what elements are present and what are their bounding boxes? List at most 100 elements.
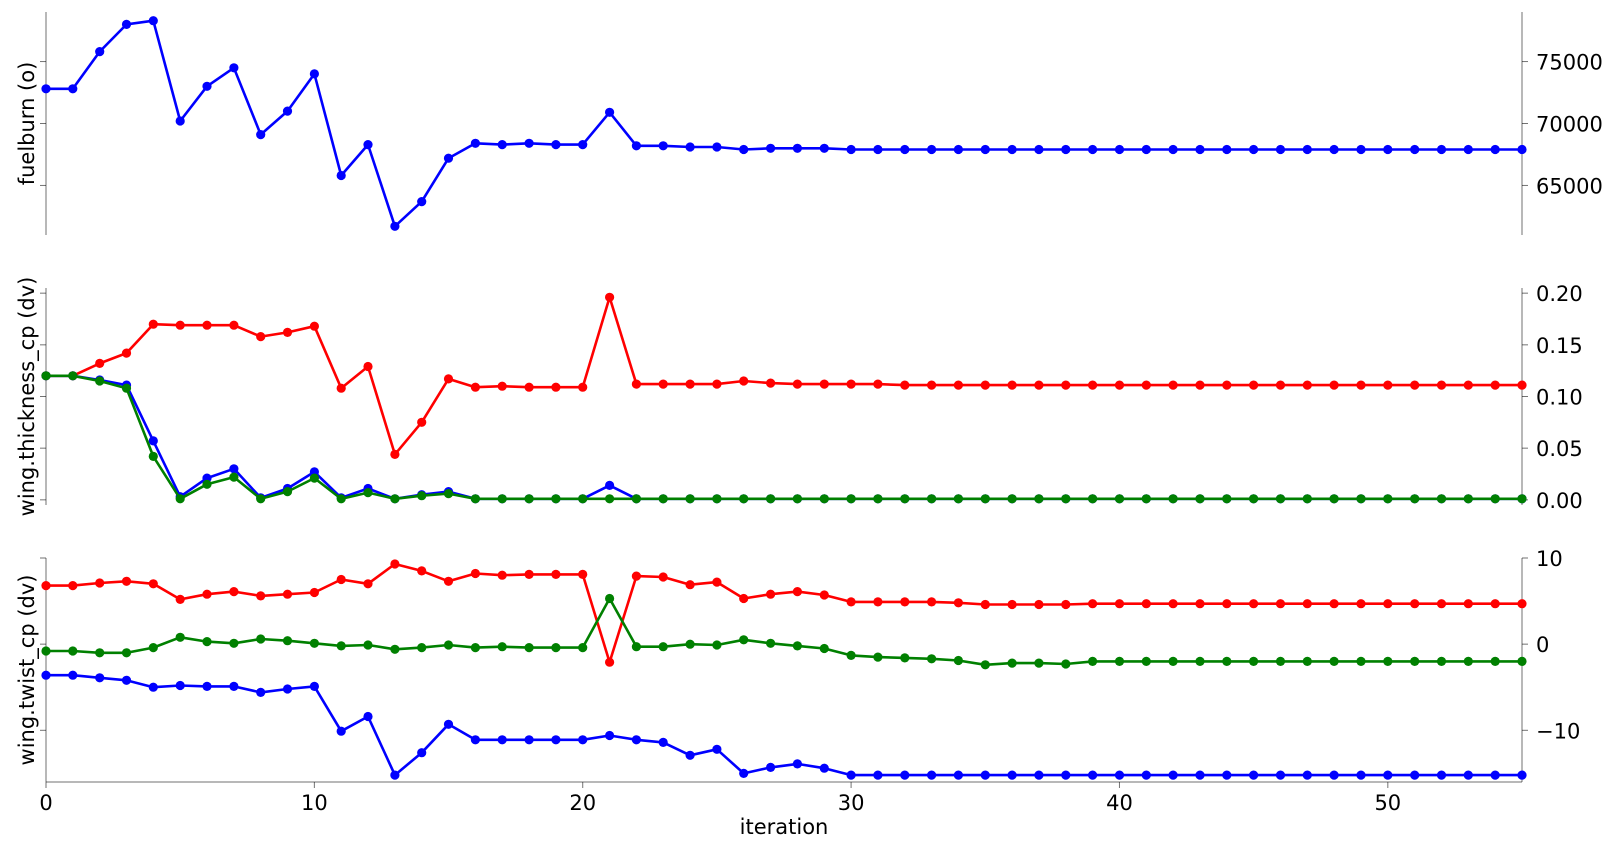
data-point: [1061, 659, 1071, 669]
data-point: [900, 380, 910, 390]
y-tick-label: 10: [1536, 547, 1563, 571]
data-point: [1356, 380, 1366, 390]
data-point: [1490, 770, 1500, 780]
data-point: [819, 763, 829, 773]
data-point: [1410, 144, 1420, 155]
data-point: [1410, 599, 1420, 609]
data-point: [846, 650, 856, 661]
data-point: [927, 654, 937, 664]
data-point: [390, 449, 400, 459]
data-point: [202, 320, 212, 330]
data-point: [1061, 599, 1071, 610]
data-point: [658, 141, 668, 151]
data-point: [685, 494, 695, 504]
data-point: [1463, 144, 1473, 155]
data-point: [1490, 656, 1500, 667]
data-point: [1383, 144, 1393, 155]
data-point: [121, 19, 132, 29]
data-point: [336, 641, 346, 651]
data-point: [1007, 380, 1017, 390]
series-2: [41, 593, 1527, 670]
data-point: [229, 63, 239, 73]
data-point: [1141, 380, 1151, 390]
data-point: [524, 643, 534, 653]
data-point: [1195, 656, 1205, 667]
data-point: [470, 643, 480, 653]
data-point: [1249, 599, 1259, 609]
data-point: [1007, 599, 1017, 610]
data-point: [578, 643, 588, 653]
data-point: [739, 768, 749, 779]
data-point: [363, 640, 373, 650]
data-point: [846, 494, 856, 504]
data-point: [1517, 380, 1527, 390]
data-point: [792, 641, 803, 651]
data-point: [1222, 144, 1232, 155]
panel-3: −10 0 10 wing.twist_cp (dv) 0 10 20 30 40 50: [15, 547, 1580, 815]
data-point: [578, 569, 588, 580]
data-point: [1356, 770, 1366, 780]
data-point: [605, 292, 615, 302]
data-point: [551, 382, 561, 392]
data-point: [282, 106, 293, 116]
data-point: [1088, 599, 1098, 609]
data-point: [148, 451, 158, 461]
data-point: [390, 644, 400, 654]
data-point: [309, 321, 319, 331]
data-point: [1088, 494, 1098, 504]
data-point: [1383, 494, 1393, 504]
data-point: [846, 597, 856, 607]
data-point: [1490, 144, 1500, 155]
data-point: [417, 197, 427, 207]
data-point: [309, 587, 319, 598]
data-point: [1168, 144, 1178, 155]
series-3: [41, 371, 1527, 504]
data-point: [980, 599, 990, 610]
data-point: [1490, 599, 1500, 609]
data-point: [900, 144, 910, 155]
y-tick-label: 0.15: [1536, 334, 1583, 358]
data-point: [336, 383, 346, 393]
data-point: [95, 358, 105, 368]
data-point: [792, 494, 803, 504]
data-point: [1088, 770, 1098, 780]
data-point: [148, 436, 158, 446]
data-point: [1034, 658, 1044, 668]
y-tick-label: 0.20: [1536, 282, 1583, 306]
data-point: [712, 142, 722, 152]
data-point: [1383, 770, 1393, 780]
series-2: [41, 371, 1527, 504]
data-point: [631, 642, 642, 652]
data-point: [470, 138, 480, 148]
data-point: [1088, 656, 1098, 667]
data-point: [1302, 380, 1312, 390]
data-point: [202, 81, 212, 91]
data-point: [739, 144, 749, 155]
data-point: [766, 638, 776, 648]
data-point: [792, 587, 803, 597]
data-point: [846, 770, 856, 780]
data-point: [1168, 599, 1178, 609]
data-point: [121, 348, 132, 358]
data-point: [148, 319, 158, 329]
data-point: [443, 576, 454, 586]
data-point: [1007, 658, 1017, 668]
data-point: [1168, 770, 1178, 780]
series-1: [41, 559, 1527, 667]
x-tick-label: 20: [569, 791, 596, 815]
series-line: [46, 374, 1522, 501]
data-point: [175, 632, 185, 642]
data-point: [363, 361, 373, 372]
data-point: [1490, 380, 1500, 390]
data-point: [980, 494, 990, 504]
data-point: [1141, 494, 1151, 504]
data-point: [121, 576, 132, 586]
data-point: [390, 494, 400, 504]
data-point: [631, 379, 642, 389]
data-point: [256, 494, 266, 504]
series-line: [46, 597, 1522, 667]
data-point: [1436, 494, 1447, 504]
data-point: [1329, 770, 1339, 780]
data-point: [121, 383, 132, 393]
data-point: [792, 143, 803, 153]
